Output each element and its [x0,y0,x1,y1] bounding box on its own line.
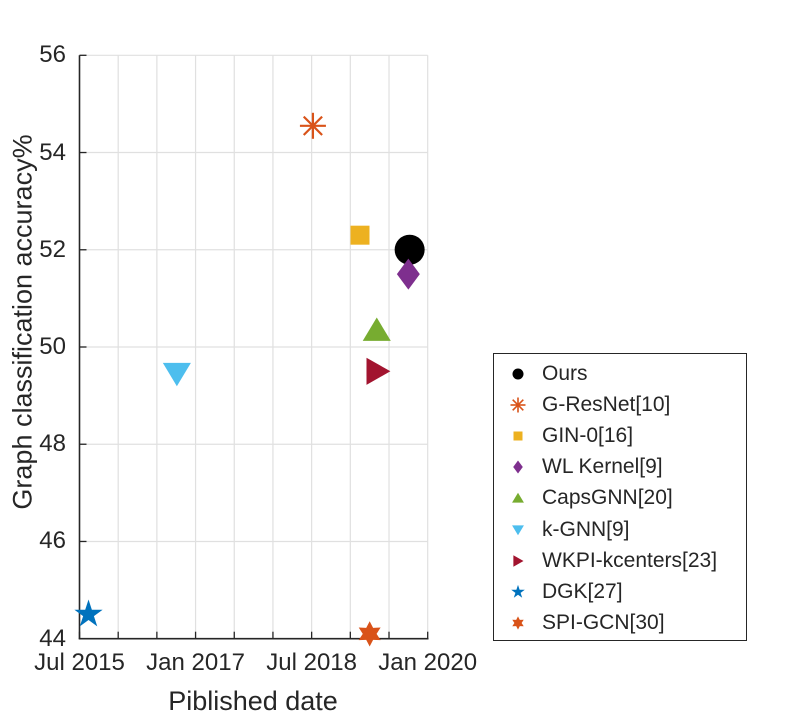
x-tick-label: Jul 2015 [34,649,125,676]
asterisk-marker-icon [506,394,530,416]
y-tick-label: 50 [39,333,66,360]
data-point-ours [394,234,425,265]
y-tick-label: 44 [39,624,66,652]
y-tick-label: 52 [39,235,66,263]
y-tick-label: 48 [39,430,66,458]
legend-item-label: CapsGNN[20] [542,486,673,510]
legend-item-label: DGK[27] [542,579,623,603]
y-tick-label: 54 [39,138,66,166]
x-axis-label: Piblished date [168,686,338,716]
legend-item: WKPI-kcenters[23] [494,545,746,576]
triangle-right-marker-icon [506,550,530,572]
legend-item-label: WL Kernel[9] [542,455,663,479]
data-point-gin-0-16 [350,225,370,245]
hexagram-marker-icon [506,612,530,634]
diamond-marker-icon [506,456,530,478]
gridlines [79,54,429,639]
legend-item: CapsGNN[20] [494,483,746,514]
triangle-down-marker-icon [506,519,530,541]
data-point-k-gnn-9 [162,362,191,387]
legend-item: SPI-GCN[30] [494,608,746,639]
star5-marker-icon [506,581,530,603]
data-point-dgk-27 [74,599,103,627]
legend-item: k-GNN[9] [494,514,746,545]
legend-item: Ours [494,358,746,389]
y-tick-label: 56 [39,41,66,69]
axis-ticks [78,54,429,640]
legend-item-label: G-ResNet[10] [542,392,671,416]
data-points [74,112,425,647]
data-point-capsgnn-20 [362,317,391,341]
data-point-wl-kernel-9 [396,258,420,290]
square-marker-icon [506,425,530,447]
x-tick-label: Jan 2017 [146,649,245,676]
x-tick-label: Jan 2020 [378,649,478,676]
data-point-wkpi-kcenters-23 [366,357,391,385]
legend-item: GIN-0[16] [494,420,746,451]
y-tick-label: 46 [39,527,66,555]
legend-item: DGK[27] [494,576,746,607]
legend-item-label: GIN-0[16] [542,423,634,447]
legend-item-label: SPI-GCN[30] [542,611,665,635]
legend-item: WL Kernel[9] [494,452,746,483]
circle-marker-icon [506,363,530,385]
data-point-spi-gcn-30 [358,621,381,647]
x-tick-label: Jul 2018 [266,649,357,676]
legend-item-label: k-GNN[9] [542,517,630,541]
triangle-up-marker-icon [506,487,530,509]
data-point-g-resnet-10 [299,112,326,139]
legend-box: Ours G-ResNet[10] GIN-0[16] WL Kernel[9] Cap… [493,353,747,641]
legend-item-label: WKPI-kcenters[23] [542,548,718,572]
legend-item-label: Ours [542,361,588,385]
legend-item: G-ResNet[10] [494,389,746,420]
